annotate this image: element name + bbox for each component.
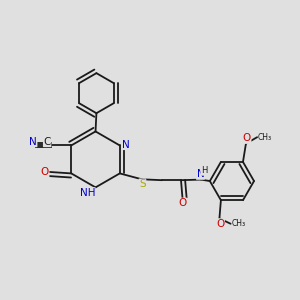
- Text: NH: NH: [80, 188, 95, 198]
- Text: CH₃: CH₃: [232, 219, 246, 228]
- Text: H: H: [201, 166, 207, 175]
- Text: N: N: [122, 140, 130, 150]
- Text: O: O: [243, 134, 251, 143]
- Text: C: C: [44, 136, 51, 147]
- Text: S: S: [139, 179, 146, 189]
- Text: O: O: [216, 219, 224, 229]
- Text: N: N: [29, 136, 37, 147]
- Text: O: O: [41, 167, 49, 177]
- Text: O: O: [178, 198, 187, 208]
- Text: N: N: [196, 169, 204, 179]
- Text: CH₃: CH₃: [258, 133, 272, 142]
